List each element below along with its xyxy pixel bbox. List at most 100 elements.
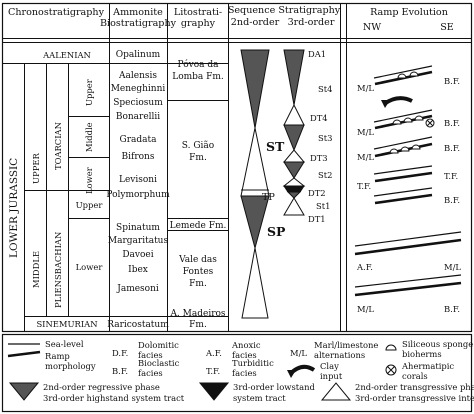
formation-vale-fontes: Fontes	[183, 267, 214, 277]
formation-madeiros: A. Madeiros	[169, 309, 225, 319]
sea-level-line	[354, 231, 462, 247]
zone-label: Jamesoni	[116, 284, 159, 294]
legend-af-desc: Anoxic	[231, 340, 261, 350]
legend-bf-desc: facies	[138, 368, 163, 378]
third-order-highstand-triangle	[283, 161, 305, 179]
legend-bf: B.F.	[112, 366, 128, 376]
second-order-regressive-triangle	[240, 49, 270, 129]
legend-df-desc: Dolomitic	[138, 340, 179, 350]
legend-lst-3rd: 3rd-order lowstand	[233, 382, 315, 392]
third-order-label: DT3	[310, 153, 328, 163]
legend-trans-3rd: 3rd-order transgressive interval	[355, 393, 474, 403]
pliens-lower-label: Lower	[76, 262, 103, 272]
header-ammonite-2: Biostratigraphy	[100, 18, 177, 29]
toarcian-label: TOARCIAN	[53, 122, 63, 170]
third-order-sequence	[282, 49, 306, 216]
formation-povoa: Lomba Fm.	[172, 72, 224, 82]
third-order-label: St1	[316, 201, 330, 211]
sponge-bioherm-icon	[400, 146, 410, 152]
third-order-transgressive-triangle	[283, 197, 305, 216]
zone-label: Meneghinni	[111, 84, 166, 94]
zone-label: Gradata	[120, 135, 158, 145]
second-order-sequence	[240, 49, 270, 319]
zone-label: Ibex	[128, 265, 148, 275]
legend-corals: Ahermatipic	[401, 361, 454, 371]
third-order-label: DA1	[308, 49, 326, 59]
legend-ml-desc: Marl/limestone	[314, 340, 378, 350]
ramp-morphology-line	[354, 238, 462, 256]
ramp-right-labels: B.F. B.F. B.F. T.F. B.F. M/L B.F.	[444, 76, 461, 314]
header-ramp: Ramp Evolution	[370, 7, 448, 18]
pliensbachian-label: PLIENSBACHIAN	[53, 232, 63, 308]
transgressive-phase-icon	[320, 382, 352, 401]
third-order-labels: DA1 St4 DT4 St3 DT3 St2 DT2 St1 DT1	[308, 49, 332, 224]
zone-label: Davoei	[122, 250, 153, 260]
header-litho-2: graphy	[181, 18, 216, 29]
sponge-bioherm-icon	[389, 148, 399, 154]
facies-label: B.F.	[444, 143, 460, 153]
clay-input-arrowhead	[381, 100, 390, 108]
corals-icon-cross	[387, 366, 395, 374]
legend-af: A.F.	[205, 348, 222, 358]
sea-level-line	[373, 65, 433, 79]
second-order-transgressive-triangle	[241, 247, 269, 319]
toarcian-upper-label: Upper	[84, 79, 94, 106]
formation-sao-giao: S. Gião	[182, 140, 214, 151]
sponge-bioherm-icon	[392, 119, 402, 125]
facies-label: M/L	[444, 262, 461, 272]
zone-label: Levisoni	[119, 175, 157, 185]
formation-madeiros: Fm.	[189, 320, 207, 330]
sinemurian-label: SINEMURIAN	[36, 319, 97, 329]
formation-lemede: Lemede Fm.	[170, 221, 227, 231]
aalenian-label: AALENIAN	[42, 50, 91, 60]
pliens-upper-label: Upper	[76, 200, 103, 210]
zone-label: Bifrons	[122, 152, 155, 162]
legend-sea-level: Sea-level	[45, 339, 84, 349]
legend-af-desc: facies	[232, 350, 257, 360]
zone-label: Speciosum	[113, 98, 163, 108]
legend-df: D.F.	[112, 348, 128, 358]
facies-label: A.F.	[356, 262, 373, 272]
header-3rd-order: 3rd-order	[288, 17, 335, 28]
regressive-phase-icon	[8, 382, 40, 401]
facies-label: B.F.	[444, 118, 460, 128]
table-frame	[1, 2, 473, 333]
zone-label: Margaritatus	[108, 236, 169, 246]
formation-vale-fontes: Fm.	[189, 279, 207, 289]
legend-ramp-morph: morphology	[45, 361, 96, 371]
st-label: ST	[266, 139, 285, 154]
zone-label: Opalinum	[116, 50, 161, 60]
legend-ml: M/L	[290, 348, 307, 358]
chrono-grid	[2, 63, 229, 332]
legend-df-desc: facies	[138, 350, 163, 360]
legend-sponge: bioherms	[402, 349, 442, 359]
legend-sponge: Siliceous sponge	[402, 339, 473, 349]
ramp-morphology-line	[354, 281, 462, 297]
third-order-highstand-triangle	[283, 49, 305, 106]
zone-label: Polymorphum	[106, 190, 170, 200]
formation-povoa: Póvoa da	[178, 59, 220, 70]
legend-clay: Clay	[320, 361, 339, 371]
zone-label: Aalensis	[118, 71, 157, 81]
third-order-lowstand-trapezoid	[283, 185, 305, 193]
bioherm-symbols	[389, 71, 424, 154]
toarcian-middle-label: Middle	[84, 122, 94, 152]
third-order-transgressive-triangle	[283, 103, 305, 126]
legend-tf-desc: facies	[232, 368, 257, 378]
third-order-transgressive-triangle	[282, 177, 306, 187]
facies-label: B.F.	[444, 304, 460, 314]
facies-label: T.F.	[444, 171, 458, 181]
sea-level-line	[373, 187, 433, 197]
third-order-highstand-triangle	[286, 191, 302, 199]
sea-level-line	[373, 136, 433, 150]
third-order-label: St4	[318, 84, 332, 94]
second-order-regressive-triangle	[240, 195, 270, 250]
third-order-label: DT1	[308, 214, 326, 224]
facies-label: B.F.	[444, 76, 460, 86]
sea-level-line	[354, 274, 462, 288]
middle-series-label: MIDDLE	[31, 251, 41, 288]
sponge-bioherm-icon	[409, 71, 419, 77]
header-ammonite-1: Ammonite	[112, 7, 163, 18]
formations: Póvoa da Lomba Fm. S. Gião Fm. Lemede Fm…	[169, 59, 226, 330]
legend-clay: input	[320, 371, 343, 381]
